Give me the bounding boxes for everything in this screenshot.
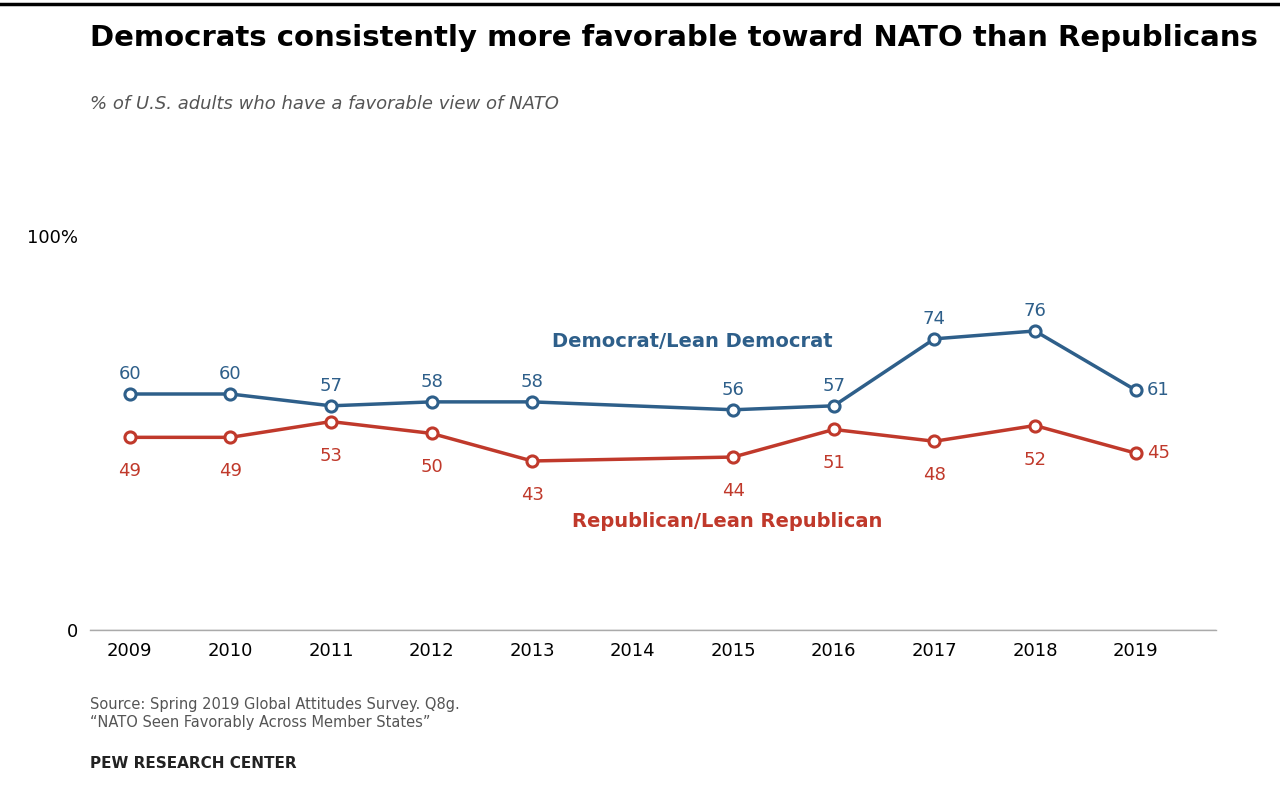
Text: 58: 58 bbox=[420, 373, 443, 391]
Text: 57: 57 bbox=[822, 377, 845, 395]
Text: Republican/Lean Republican: Republican/Lean Republican bbox=[572, 512, 883, 531]
Text: 52: 52 bbox=[1024, 451, 1047, 469]
Text: 57: 57 bbox=[320, 377, 343, 395]
Text: 50: 50 bbox=[420, 459, 443, 477]
Text: 49: 49 bbox=[118, 463, 141, 481]
Text: Source: Spring 2019 Global Attitudes Survey. Q8g.
“NATO Seen Favorably Across Me: Source: Spring 2019 Global Attitudes Sur… bbox=[90, 697, 460, 730]
Text: 45: 45 bbox=[1147, 444, 1170, 462]
Text: 60: 60 bbox=[119, 365, 141, 383]
Text: Democrat/Lean Democrat: Democrat/Lean Democrat bbox=[552, 332, 833, 351]
Text: % of U.S. adults who have a favorable view of NATO: % of U.S. adults who have a favorable vi… bbox=[90, 95, 558, 113]
Text: 58: 58 bbox=[521, 373, 544, 391]
Text: 76: 76 bbox=[1024, 302, 1047, 320]
Text: 74: 74 bbox=[923, 310, 946, 328]
Text: PEW RESEARCH CENTER: PEW RESEARCH CENTER bbox=[90, 756, 296, 771]
Text: 53: 53 bbox=[320, 447, 343, 465]
Text: 60: 60 bbox=[219, 365, 242, 383]
Text: 61: 61 bbox=[1147, 381, 1170, 399]
Text: 51: 51 bbox=[822, 455, 845, 473]
Text: 56: 56 bbox=[722, 381, 745, 399]
Text: Democrats consistently more favorable toward NATO than Republicans: Democrats consistently more favorable to… bbox=[90, 24, 1257, 52]
Text: 43: 43 bbox=[521, 486, 544, 504]
Text: 49: 49 bbox=[219, 463, 242, 481]
Text: 44: 44 bbox=[722, 482, 745, 500]
Text: 48: 48 bbox=[923, 466, 946, 485]
